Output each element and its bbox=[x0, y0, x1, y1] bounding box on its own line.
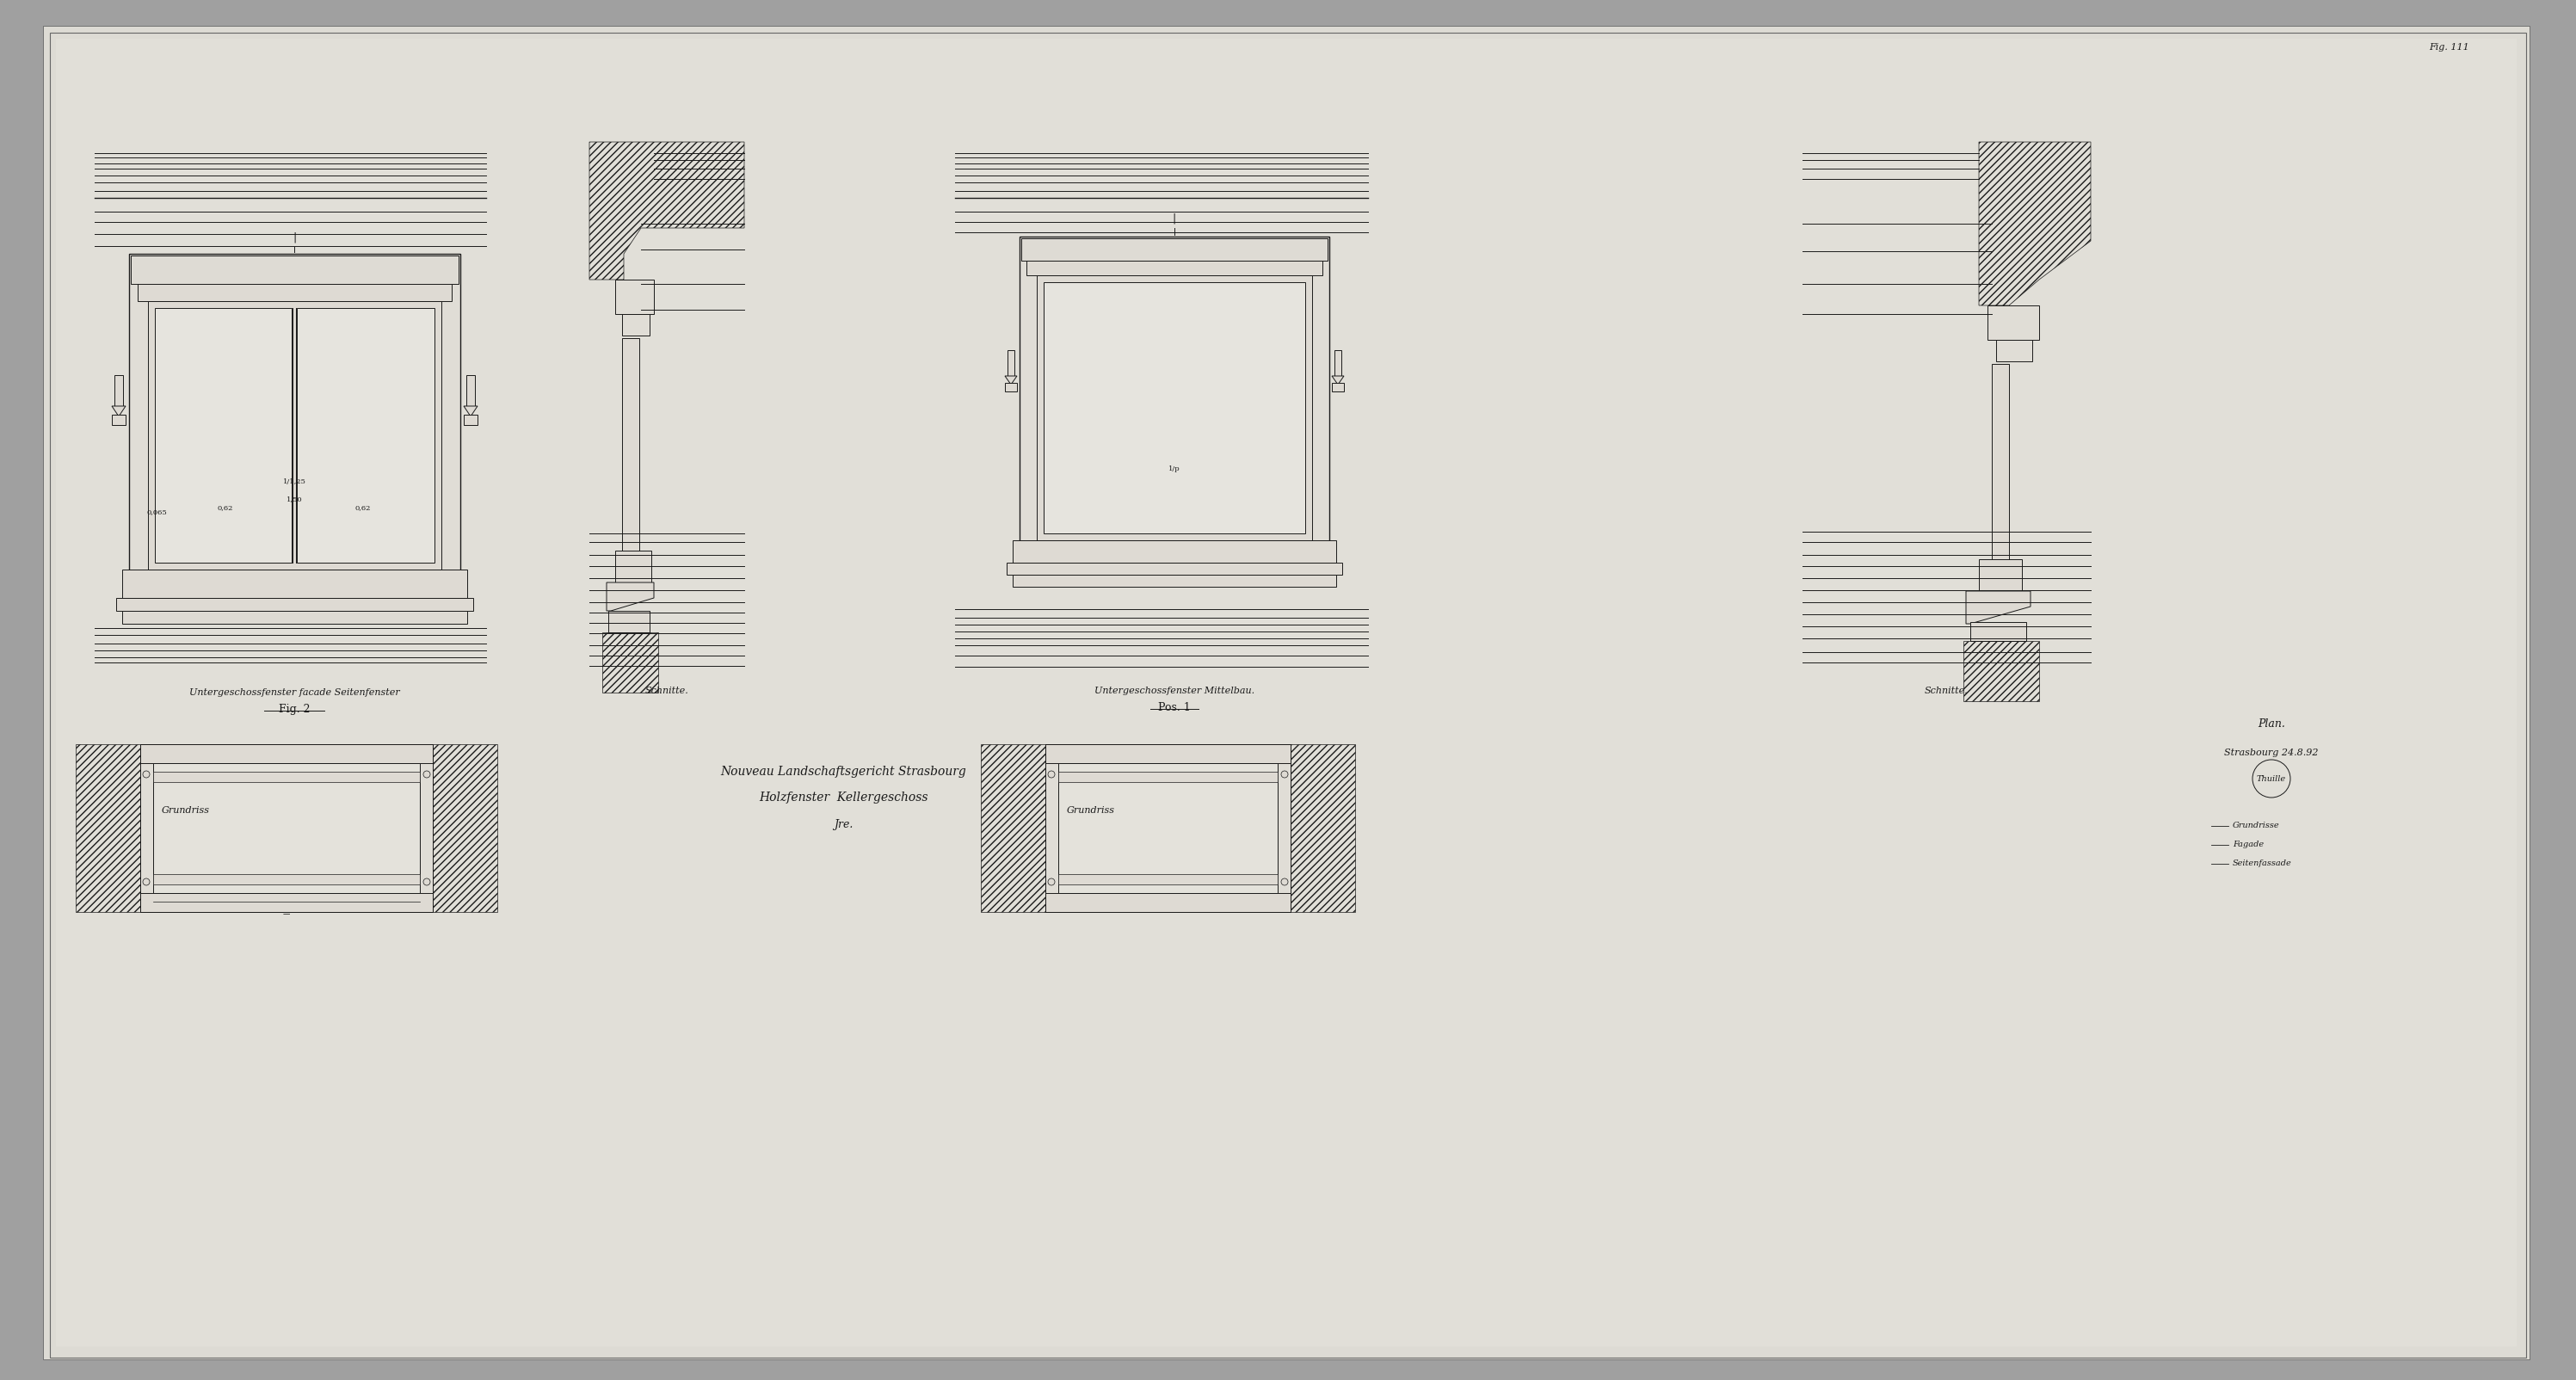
Bar bbox=[464, 414, 477, 425]
Bar bbox=[147, 301, 440, 570]
Bar bbox=[1007, 563, 1342, 574]
Bar bbox=[1291, 744, 1355, 912]
Bar bbox=[1996, 339, 2032, 362]
Bar bbox=[121, 570, 466, 598]
Text: Fig. 111: Fig. 111 bbox=[2429, 43, 2470, 51]
Bar bbox=[1971, 622, 2027, 640]
Text: Strasbourg 24.8.92: Strasbourg 24.8.92 bbox=[2223, 748, 2318, 758]
Polygon shape bbox=[1005, 375, 1018, 385]
Text: 0,62: 0,62 bbox=[216, 504, 234, 511]
Bar bbox=[155, 308, 291, 563]
Text: Grundrisse: Grundrisse bbox=[2233, 822, 2280, 829]
Circle shape bbox=[1048, 771, 1054, 778]
Text: 0,62: 0,62 bbox=[355, 504, 371, 511]
Bar bbox=[1059, 763, 1278, 893]
Bar bbox=[1025, 261, 1321, 276]
Bar bbox=[1012, 541, 1337, 563]
Bar bbox=[75, 744, 139, 912]
Text: Schnitte.: Schnitte. bbox=[1924, 687, 1968, 696]
Text: |: | bbox=[294, 232, 296, 243]
Bar bbox=[139, 744, 433, 912]
Polygon shape bbox=[1007, 351, 1015, 375]
Bar bbox=[1046, 744, 1291, 912]
Bar bbox=[1332, 382, 1345, 392]
Text: Grundriss: Grundriss bbox=[162, 806, 209, 814]
Bar bbox=[621, 338, 639, 555]
Text: Plan.: Plan. bbox=[2257, 719, 2285, 730]
Polygon shape bbox=[464, 406, 477, 417]
Bar bbox=[1046, 893, 1291, 912]
Polygon shape bbox=[1334, 351, 1342, 375]
Bar bbox=[1059, 874, 1278, 885]
Text: |: | bbox=[1172, 214, 1177, 225]
Bar bbox=[1005, 382, 1018, 392]
Text: Holzfenster  Kellergeschoss: Holzfenster Kellergeschoss bbox=[760, 792, 927, 803]
Polygon shape bbox=[113, 375, 124, 406]
Bar bbox=[1043, 282, 1306, 534]
Circle shape bbox=[1280, 771, 1288, 778]
Bar bbox=[981, 744, 1046, 912]
Bar bbox=[116, 598, 474, 611]
Circle shape bbox=[1280, 879, 1288, 886]
Bar bbox=[1989, 305, 2040, 339]
Circle shape bbox=[142, 771, 149, 778]
Text: Schnitte.: Schnitte. bbox=[644, 687, 688, 696]
Bar bbox=[1020, 236, 1329, 559]
Bar bbox=[1046, 744, 1291, 763]
Bar bbox=[111, 414, 126, 425]
Polygon shape bbox=[466, 375, 474, 406]
Bar bbox=[1012, 574, 1337, 587]
Text: 0,065: 0,065 bbox=[147, 508, 167, 515]
Circle shape bbox=[142, 879, 149, 886]
Text: 1/1,25: 1/1,25 bbox=[283, 479, 307, 486]
Bar bbox=[433, 744, 497, 912]
Bar bbox=[139, 744, 433, 763]
Circle shape bbox=[422, 879, 430, 886]
Bar bbox=[152, 763, 420, 893]
Bar bbox=[1991, 364, 2009, 563]
Bar bbox=[608, 611, 649, 632]
Bar bbox=[131, 255, 459, 284]
Bar bbox=[616, 280, 654, 315]
Polygon shape bbox=[1332, 375, 1345, 385]
Polygon shape bbox=[111, 406, 126, 417]
Bar bbox=[1978, 559, 2022, 591]
Text: 1/p: 1/p bbox=[1170, 465, 1180, 472]
Bar bbox=[1036, 276, 1311, 541]
Polygon shape bbox=[1965, 591, 2030, 624]
Bar bbox=[1963, 640, 2040, 701]
Text: Nouveau Landschaftsgericht Strasbourg: Nouveau Landschaftsgericht Strasbourg bbox=[721, 766, 966, 778]
Circle shape bbox=[422, 771, 430, 778]
Bar bbox=[139, 893, 433, 912]
Text: Seitenfassade: Seitenfassade bbox=[2233, 860, 2293, 868]
Bar bbox=[152, 874, 420, 885]
Bar bbox=[1059, 771, 1278, 782]
Bar bbox=[621, 315, 649, 335]
Text: Jre.: Jre. bbox=[835, 820, 853, 831]
Bar bbox=[137, 284, 451, 301]
Bar bbox=[1020, 239, 1327, 261]
Bar bbox=[129, 254, 461, 593]
Text: Untergeschossfenster Mittelbau.: Untergeschossfenster Mittelbau. bbox=[1095, 687, 1255, 696]
Polygon shape bbox=[605, 582, 654, 611]
Bar bbox=[616, 551, 652, 582]
Text: —: — bbox=[283, 911, 291, 919]
Bar bbox=[152, 771, 420, 782]
Circle shape bbox=[1048, 879, 1054, 886]
Text: Grundriss: Grundriss bbox=[1066, 806, 1115, 814]
Bar bbox=[296, 308, 435, 563]
Bar bbox=[121, 611, 466, 624]
Bar bbox=[603, 632, 659, 693]
Text: Fig. 2: Fig. 2 bbox=[278, 704, 309, 715]
Text: Fagade: Fagade bbox=[2233, 840, 2264, 849]
Text: Untergeschossfenster facade Seitenfenster: Untergeschossfenster facade Seitenfenste… bbox=[188, 689, 399, 697]
Text: Thuille: Thuille bbox=[2257, 774, 2285, 782]
Text: Pos. 1: Pos. 1 bbox=[1159, 702, 1190, 713]
Text: 1,50: 1,50 bbox=[286, 495, 301, 502]
